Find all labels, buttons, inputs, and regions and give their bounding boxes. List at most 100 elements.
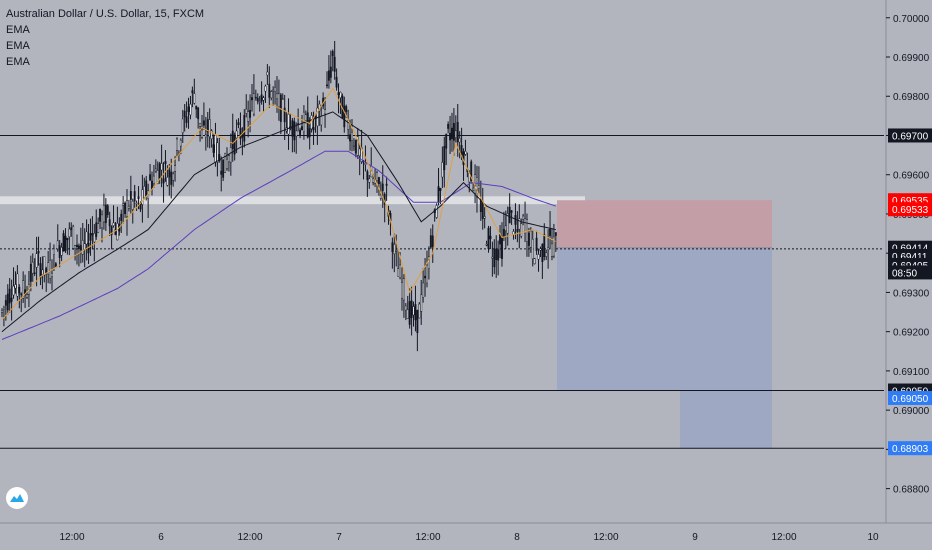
candle-body [206, 119, 209, 133]
candle-body [522, 215, 525, 220]
candle-body [97, 223, 100, 233]
candle-body [531, 238, 534, 260]
candle-body [106, 205, 109, 215]
indicator-ema-2[interactable]: EMA [6, 40, 30, 52]
candle-body [256, 97, 259, 102]
candle-body [272, 89, 275, 92]
candle-body [479, 199, 482, 212]
price-badge-label: 0.69535 [892, 196, 929, 207]
price-badge-label: 0.69411 [892, 252, 928, 263]
candle-body [76, 244, 78, 248]
candle-body [56, 240, 59, 250]
candle-body [231, 130, 234, 149]
candle-body [35, 253, 38, 268]
price-badge [888, 202, 932, 217]
candle-body [60, 247, 63, 256]
candle-body [201, 129, 203, 138]
candle-body [366, 171, 369, 180]
candle-body [335, 76, 338, 88]
price-tick-label: 0.69100 [893, 367, 930, 378]
horizontal-lines [0, 134, 884, 449]
candle-body [333, 56, 336, 72]
candle-body [295, 130, 298, 137]
candle-body [260, 94, 263, 102]
candle-body [149, 174, 152, 181]
candle-body [264, 85, 267, 92]
candle-body [472, 187, 475, 191]
price-tick-label: 0.70000 [893, 14, 930, 25]
time-tick-label: 10 [867, 532, 879, 543]
symbol-title[interactable]: Australian Dollar / U.S. Dollar, 15, FXC… [6, 8, 205, 20]
indicator-ema-3[interactable]: EMA [6, 56, 30, 68]
candle-body [226, 158, 228, 169]
indicator-ema-1[interactable]: EMA [6, 24, 30, 36]
price-badge-label: 0.69700 [892, 131, 929, 142]
candle-body [160, 163, 163, 171]
ema-fast-line [1, 87, 557, 321]
price-badge [888, 390, 932, 405]
candle-body [1, 310, 3, 313]
candle-body [10, 297, 13, 302]
candle-body [445, 133, 448, 149]
candle-body [112, 222, 115, 226]
candle-body [308, 128, 311, 138]
candle-body [16, 273, 19, 297]
candle-body [229, 147, 232, 163]
candle-body [212, 144, 215, 153]
candle-body [447, 123, 450, 129]
ema-slow-line [1, 150, 556, 340]
candle-body [422, 282, 425, 298]
candle-body [164, 160, 167, 165]
candle-body [166, 177, 169, 186]
candle-body [551, 243, 553, 257]
candle-body [172, 173, 175, 181]
candle-body [49, 259, 52, 279]
candle-body [266, 71, 269, 76]
candle-body [116, 223, 119, 241]
candle-body [170, 171, 173, 185]
candle-body [545, 252, 548, 257]
candle-body [414, 304, 417, 321]
candle-body [51, 272, 53, 277]
candle-body [506, 213, 509, 234]
candle-body [126, 200, 128, 218]
candle-body [435, 205, 438, 218]
candle-body [29, 263, 32, 282]
candle-body [293, 121, 296, 141]
candle-body [102, 205, 105, 223]
candle-body [470, 161, 473, 181]
candle-body [304, 114, 307, 121]
candle-body [451, 127, 453, 140]
candle-body [510, 210, 513, 213]
price-tick-label: 0.68800 [893, 485, 930, 496]
candle-body [487, 227, 490, 249]
price-tick-label: 0.69000 [893, 406, 930, 417]
candle-body [476, 177, 478, 198]
candle-body [358, 148, 361, 157]
tradingview-logo-icon[interactable] [6, 487, 28, 509]
candle-body [6, 293, 9, 311]
candle-body [437, 186, 440, 203]
candle-body [508, 206, 511, 224]
candle-body [549, 228, 552, 236]
price-axis[interactable]: 0.70000 0.69900 0.69800 0.69700 0.69600 0.695… [885, 0, 932, 550]
candle-body [443, 146, 446, 171]
candle-body [254, 96, 257, 99]
price-tick-label: 0.69200 [893, 328, 930, 339]
candle-body [324, 109, 327, 115]
time-axis[interactable]: 12:00 6 12:00 7 12:00 8 12:00 9 12:00 10 [0, 522, 932, 543]
price-tick-label: 0.69800 [893, 92, 930, 103]
candle-body [527, 232, 530, 246]
candle-body [504, 225, 507, 232]
candle-body [281, 98, 284, 100]
candle-body [185, 116, 188, 123]
candle-body [189, 103, 192, 116]
ema-lines [1, 87, 557, 340]
candle-body [343, 105, 346, 128]
candle-body [477, 185, 480, 189]
time-tick-label: 12:00 [415, 532, 440, 543]
candle-body [481, 201, 484, 219]
candle-body [331, 51, 334, 57]
price-badge [888, 265, 932, 280]
